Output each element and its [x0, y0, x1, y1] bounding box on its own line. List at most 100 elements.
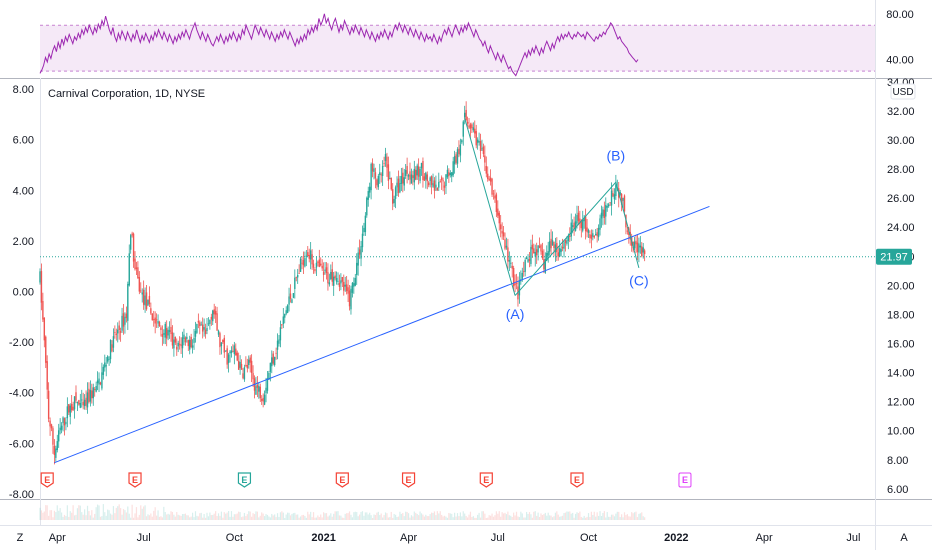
candle	[327, 263, 329, 291]
volume-bar	[128, 513, 130, 520]
candle	[276, 333, 279, 360]
candle	[226, 345, 228, 369]
candle	[381, 160, 384, 186]
volume-bar	[585, 517, 587, 520]
volume-bar	[95, 507, 97, 520]
volume-bar	[91, 510, 93, 520]
candle	[275, 347, 277, 360]
candle	[318, 249, 320, 268]
candle	[463, 105, 466, 125]
time-axis[interactable]: Apr Jul Oct 2021 Apr Jul Oct 2022 Apr Jul	[49, 532, 861, 544]
candle	[96, 371, 99, 391]
volume-bar	[233, 514, 235, 520]
candle	[360, 240, 362, 267]
candle	[435, 175, 437, 191]
candle	[551, 231, 554, 246]
candle	[66, 397, 69, 428]
candle	[392, 183, 394, 211]
candle	[248, 355, 250, 369]
volume-bar	[96, 504, 99, 520]
earnings-marker[interactable]: E	[401, 472, 416, 488]
volume-bar	[111, 514, 113, 520]
volume-bar	[186, 515, 188, 520]
volume-bar	[451, 513, 453, 520]
volume-bar	[124, 510, 126, 520]
volume-bar	[415, 512, 417, 520]
candle	[98, 372, 100, 392]
volume-bar	[333, 513, 335, 520]
candle	[550, 229, 552, 255]
candle	[468, 118, 470, 130]
wave-leg-line[interactable]	[464, 118, 516, 296]
candle	[606, 203, 608, 212]
volume-bar	[538, 517, 541, 520]
volume-bar	[141, 508, 143, 520]
volume-bar	[209, 512, 211, 520]
wave-label[interactable]: (A)	[506, 306, 525, 322]
abc-wave-lines[interactable]	[514, 181, 640, 296]
volume-bar	[287, 512, 289, 520]
volume-bar	[367, 514, 369, 520]
volume-bar	[623, 512, 626, 520]
zoom-reset-button[interactable]: Z	[17, 532, 24, 544]
candle	[312, 259, 315, 274]
volume-bar	[498, 511, 500, 520]
candle	[187, 339, 189, 351]
wave-label[interactable]: (B)	[607, 147, 626, 163]
price-tick-label: 28.00	[887, 164, 915, 176]
auto-scale-button[interactable]: A	[900, 532, 908, 544]
candle	[177, 340, 179, 353]
volume-bar	[390, 511, 392, 520]
earnings-marker[interactable]: E	[335, 472, 349, 488]
candlestick-series	[39, 101, 646, 465]
volume-bar	[45, 505, 47, 520]
left-price-axis[interactable]: 8.00 6.00 4.00 2.00 0.00 -2.00 -4.00 -6.00 -8.00	[9, 84, 34, 501]
candle	[403, 168, 405, 191]
candle	[383, 156, 385, 167]
candle	[209, 319, 211, 330]
candle	[230, 346, 233, 358]
earnings-marker[interactable]: E	[128, 472, 142, 488]
earnings-marker[interactable]: E	[237, 472, 252, 488]
candle	[449, 170, 452, 178]
candle	[305, 249, 308, 267]
volume-bar	[425, 514, 427, 520]
volume-bar	[347, 513, 349, 520]
candle	[613, 188, 616, 205]
volume-bar	[418, 515, 420, 520]
volume-bar	[409, 517, 411, 520]
candle	[249, 355, 251, 373]
volume-bar	[89, 515, 91, 520]
wave-label[interactable]: (C)	[629, 272, 648, 288]
volume-bar	[469, 511, 472, 520]
candle	[235, 343, 237, 356]
candle	[615, 174, 617, 200]
earnings-marker[interactable]: E	[40, 472, 54, 488]
candle	[330, 264, 332, 281]
earnings-marker[interactable]: E	[479, 472, 493, 488]
earnings-marker[interactable]: E	[570, 472, 584, 488]
candle	[461, 139, 463, 145]
candle	[322, 262, 325, 282]
candle	[374, 167, 377, 189]
currency-label[interactable]: USD	[890, 83, 916, 100]
volume-bar	[248, 511, 250, 520]
volume-bar	[455, 516, 457, 520]
volume-bar	[331, 516, 333, 520]
earnings-marker[interactable]: E	[678, 472, 692, 488]
candle	[220, 342, 223, 355]
candle	[507, 238, 509, 269]
left-tick-label: 2.00	[13, 236, 34, 248]
candle	[295, 276, 297, 282]
volume-bar	[132, 517, 135, 520]
right-price-axis[interactable]: 34.0032.0030.0028.0026.0024.0022.0020.00…	[887, 77, 915, 496]
trendline[interactable]	[54, 205, 710, 464]
candle	[605, 197, 607, 225]
volume-bar	[400, 513, 402, 520]
volume-bar	[420, 513, 423, 520]
volume-bar	[511, 516, 513, 520]
candle	[258, 382, 260, 399]
volume-bar	[219, 515, 221, 520]
